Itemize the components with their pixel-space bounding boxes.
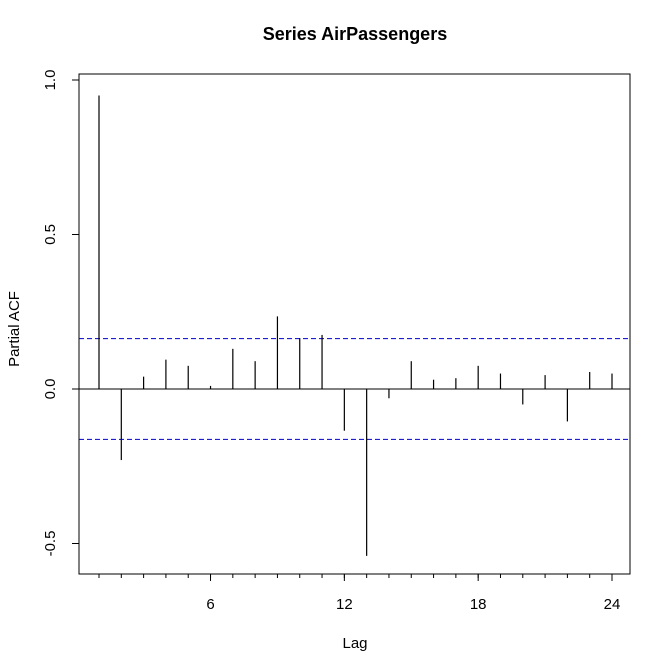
plot-layer — [79, 95, 630, 556]
plot-frame — [78, 73, 631, 575]
x-tick-label: 6 — [206, 596, 214, 613]
x-axis-label: Lag — [342, 635, 367, 652]
x-tick-label: 18 — [470, 596, 487, 613]
y-axis-label: Partial ACF — [6, 291, 23, 367]
x-tick-label: 12 — [336, 596, 353, 613]
axis-layer: 6 12 18 24 -0.5 0.0 0.5 1.0 — [42, 70, 620, 613]
y-tick-label: 0.0 — [42, 379, 59, 400]
y-tick-label: 1.0 — [42, 70, 59, 91]
y-tick-label: -0.5 — [42, 531, 59, 557]
x-tick-label: 24 — [604, 596, 621, 613]
chart-title: Series AirPassengers — [263, 24, 447, 44]
y-tick-label: 0.5 — [42, 224, 59, 245]
